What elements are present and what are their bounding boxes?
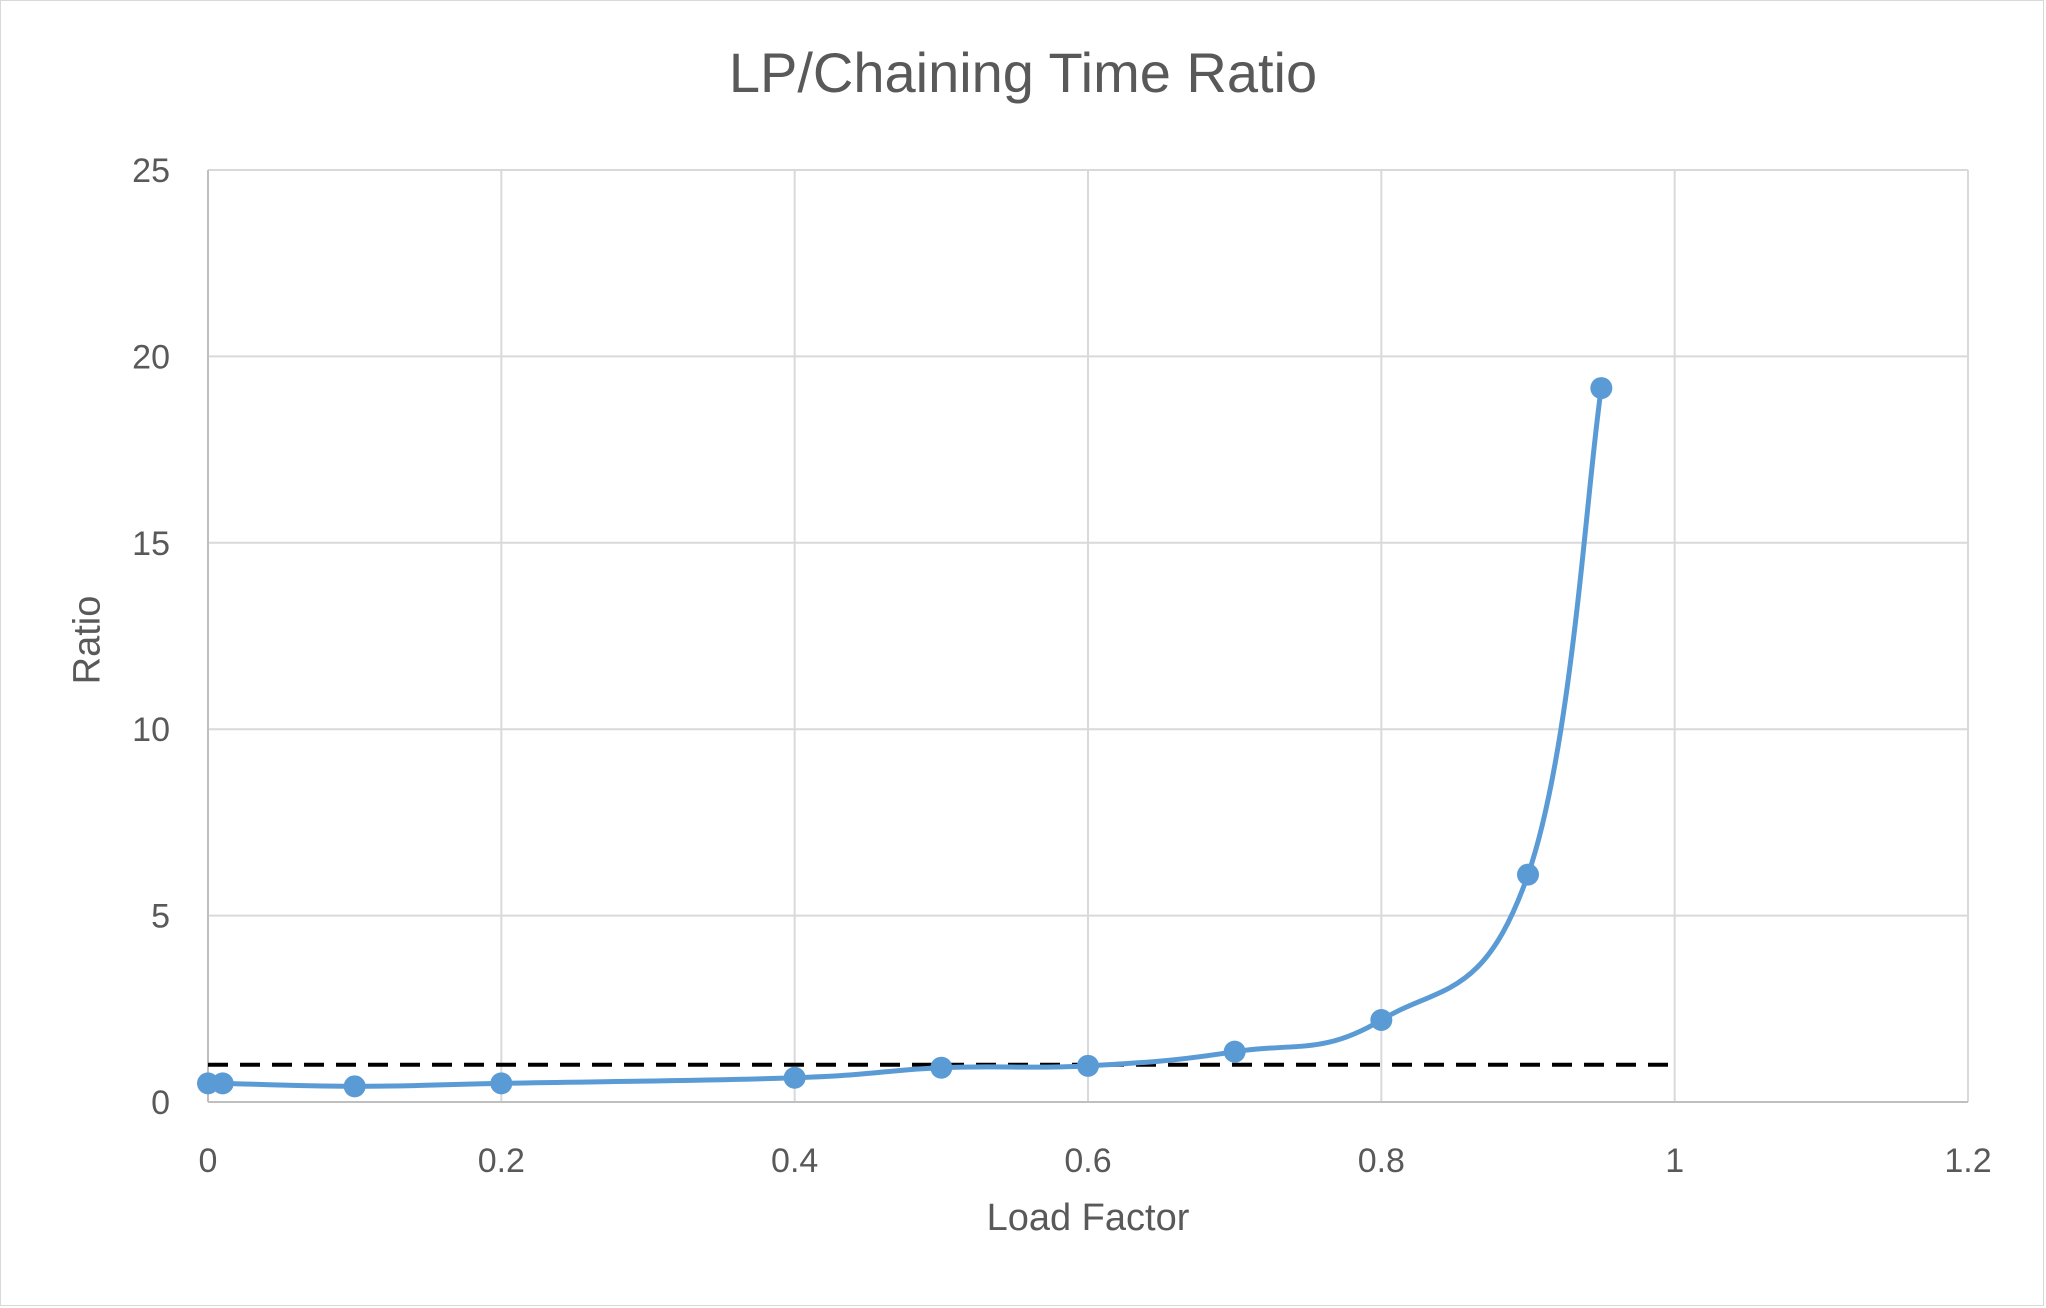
y-tick-label: 10 (132, 711, 170, 749)
series-group (197, 377, 1613, 1098)
x-tick-label: 0.2 (478, 1142, 525, 1180)
data-point (490, 1072, 513, 1095)
y-tick-label: 20 (132, 338, 170, 376)
tick-labels: 0 5 10 15 20 25 0 0.2 0.4 0.6 0.8 1 1.2 (132, 152, 1991, 1180)
axes (207, 170, 1968, 1103)
data-point (783, 1066, 806, 1089)
x-tick-label: 0 (199, 1142, 218, 1180)
data-point (930, 1056, 953, 1079)
x-tick-label: 0.6 (1064, 1142, 1111, 1180)
data-point (343, 1075, 366, 1098)
data-point (1370, 1008, 1393, 1031)
data-point (1077, 1054, 1099, 1077)
series-line (202, 387, 1604, 1089)
y-tick-label: 15 (132, 525, 170, 563)
x-tick-label: 0.8 (1358, 1142, 1405, 1180)
y-tick-label: 25 (132, 152, 170, 190)
y-tick-label: 5 (151, 898, 170, 936)
x-tick-label: 1.2 (1944, 1142, 1991, 1180)
x-axis-title: Load Factor (986, 1197, 1190, 1239)
gridlines (207, 169, 1969, 1103)
chart-title: LP/Chaining Time Ratio (728, 41, 1318, 104)
x-tick-label: 0.4 (771, 1142, 818, 1180)
x-tick-label: 1 (1665, 1142, 1684, 1180)
data-point (1223, 1040, 1246, 1063)
data-point (1517, 863, 1539, 886)
data-point (1590, 377, 1613, 400)
y-tick-label: 0 (151, 1084, 170, 1122)
data-point (211, 1072, 234, 1095)
